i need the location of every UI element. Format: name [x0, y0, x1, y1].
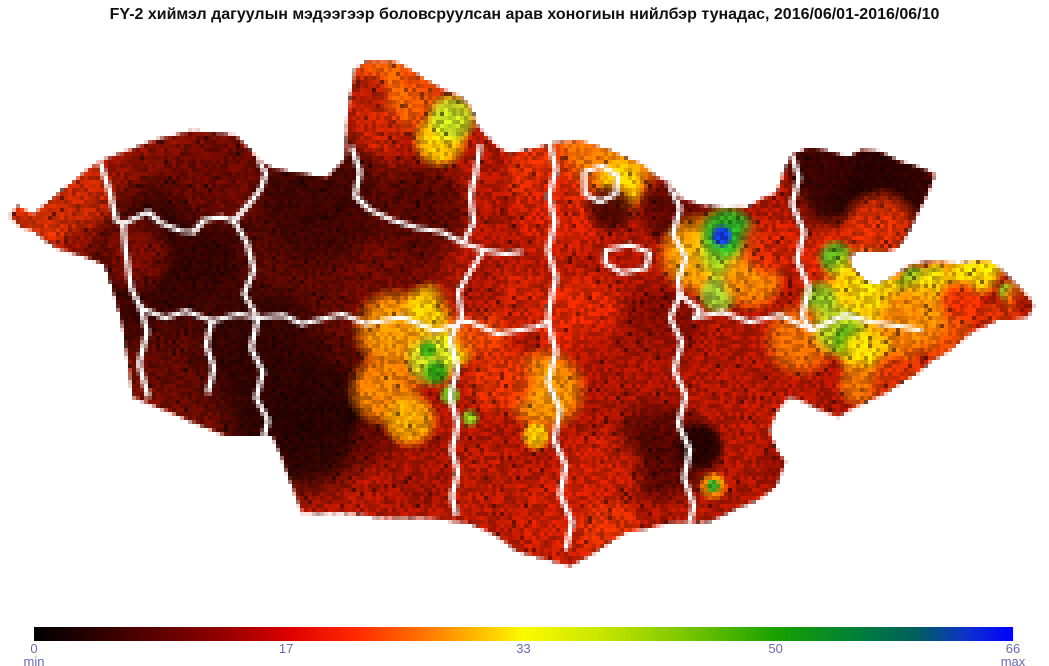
page-title: FY-2 хиймэл дагуулын мэдээгээр боловсруу…	[109, 6, 940, 23]
colorbar-tick-label: 17	[278, 641, 294, 656]
colorbar-max-label: max	[1000, 654, 1026, 666]
colorbar-min-label: min	[23, 654, 45, 666]
colorbar-tick-label: 33	[516, 641, 531, 656]
colorbar-gradient	[34, 627, 1013, 641]
colorbar-tick-label: 66	[1005, 641, 1021, 656]
colorbar: 0 17 33 50 66 min max	[24, 627, 1025, 666]
colorbar-tick-label: 50	[768, 641, 783, 656]
colorbar-tick-label: 0	[30, 641, 38, 656]
